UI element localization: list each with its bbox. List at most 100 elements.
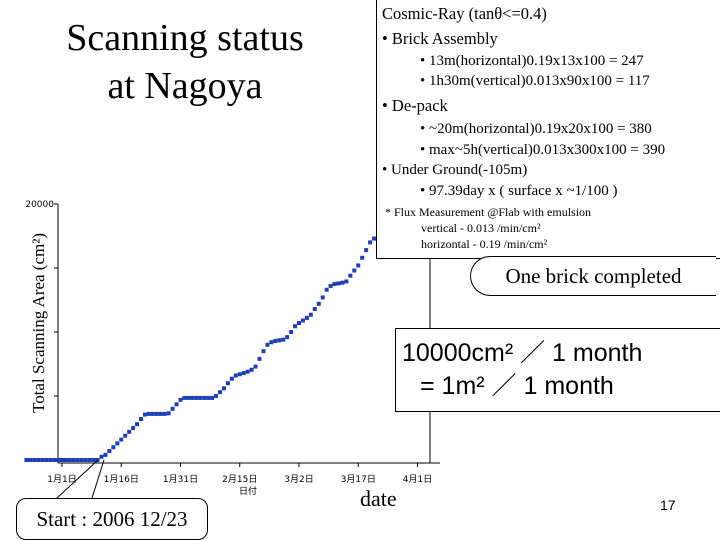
- data-point: [71, 458, 76, 462]
- data-point: [340, 280, 345, 285]
- info-flux-horizontal: horizontal - 0.19 /min/cm²: [421, 237, 548, 251]
- data-point: [352, 268, 357, 273]
- data-point: [324, 287, 329, 292]
- data-point: [79, 458, 84, 462]
- data-point: [221, 386, 226, 391]
- data-point: [237, 372, 242, 377]
- data-point: [285, 335, 290, 340]
- data-point: [158, 411, 163, 416]
- start-pointer-line-left: [56, 459, 99, 499]
- data-point: [241, 370, 246, 375]
- data-point: [281, 337, 286, 342]
- y-tick-label: 20000: [25, 200, 54, 210]
- data-point: [178, 397, 183, 402]
- data-point: [245, 369, 250, 374]
- data-point: [139, 417, 143, 422]
- x-tick-label: 3月2日: [284, 474, 313, 485]
- data-point: [253, 364, 258, 369]
- start-date-callout: Start : 2006 12/23: [16, 498, 208, 540]
- data-point: [210, 395, 215, 400]
- data-point: [273, 338, 278, 343]
- data-point: [316, 301, 321, 306]
- data-point: [206, 395, 211, 400]
- data-point: [356, 263, 361, 268]
- info-brick-horizontal: • 13m(horizontal)0.19x13x100 = 247: [420, 53, 644, 69]
- data-point: [182, 395, 187, 400]
- data-point: [154, 411, 159, 416]
- data-point: [320, 295, 325, 300]
- info-flux-vertical: vertical - 0.013 /min/cm²: [421, 221, 541, 235]
- data-point: [40, 458, 45, 462]
- data-point: [170, 406, 175, 411]
- data-point: [135, 422, 140, 427]
- info-brick-vertical: • 1h30m(vertical)0.013x90x100 = 117: [420, 73, 650, 89]
- data-point: [174, 402, 179, 407]
- page-number: 17: [660, 497, 676, 513]
- info-cosmic-ray: Cosmic-Ray (tanθ<=0.4): [382, 4, 547, 23]
- data-point: [107, 449, 112, 454]
- data-point: [131, 426, 136, 430]
- data-point: [308, 312, 313, 317]
- data-point: [289, 330, 294, 334]
- data-point: [91, 458, 96, 462]
- data-point: [56, 458, 61, 462]
- data-point: [119, 437, 124, 442]
- scanning-area-chart: 20000 1月1日 1月16日 1月31日 2月15日 3月2日 3月17日 4月1日 日…: [0, 190, 440, 500]
- data-point: [249, 367, 254, 372]
- data-point: [293, 324, 298, 329]
- info-underground: • Under Ground(-105m): [382, 162, 528, 178]
- title-line-1: Scanning status: [66, 17, 304, 59]
- data-point: [123, 433, 128, 438]
- brick-completed-callout: One brick completed: [470, 256, 716, 296]
- data-point: [277, 338, 282, 343]
- data-point: [67, 458, 72, 462]
- data-point: [52, 458, 57, 462]
- scan-rate-line-1: 10000cm² ／ 1 month: [402, 339, 643, 367]
- data-point: [99, 454, 104, 459]
- data-point: [312, 306, 317, 311]
- data-point: [150, 411, 155, 416]
- data-point: [328, 283, 333, 288]
- data-point: [111, 445, 116, 450]
- data-point: [186, 395, 191, 400]
- scan-rate-line-2: = 1m² ／ 1 month: [420, 372, 614, 400]
- data-point: [32, 458, 37, 462]
- slide-title: Scanning status at Nagoya: [40, 14, 330, 110]
- data-point: [364, 248, 369, 253]
- info-panel: Cosmic-Ray (tanθ<=0.4) • Brick Assembly …: [376, 0, 720, 259]
- data-point: [202, 395, 207, 400]
- data-point: [194, 395, 199, 400]
- x-tick-label: 2月15日: [222, 474, 257, 485]
- data-point: [198, 395, 203, 400]
- title-line-2: at Nagoya: [107, 65, 263, 107]
- data-point: [344, 279, 349, 284]
- data-point: [166, 411, 171, 416]
- data-point: [48, 458, 53, 462]
- data-point: [257, 356, 262, 361]
- info-depack-vertical: • max~5h(vertical)0.013x300x100 = 390: [420, 142, 666, 158]
- info-depack: • De-pack: [382, 96, 448, 115]
- data-point: [60, 458, 64, 462]
- data-point: [229, 376, 234, 381]
- data-point: [336, 281, 341, 286]
- y-axis-label: Total Scanning Area (cm²): [29, 233, 48, 413]
- data-point: [24, 458, 29, 462]
- data-point: [348, 273, 353, 278]
- data-point: [225, 381, 230, 386]
- data-point: [63, 458, 68, 462]
- x-tick-label: 1月31日: [163, 474, 198, 485]
- start-pointer-line-right: [91, 459, 105, 499]
- x-axis-label: date: [360, 486, 397, 511]
- x-tick-label: 1月16日: [104, 474, 139, 485]
- data-point: [265, 342, 270, 347]
- x-axis-title: 日付: [239, 486, 257, 497]
- data-point: [44, 458, 49, 462]
- data-point: [368, 240, 373, 245]
- data-point: [190, 395, 195, 400]
- data-point: [332, 282, 337, 286]
- data-point: [214, 394, 219, 398]
- data-point: [146, 411, 151, 416]
- data-point: [233, 373, 238, 378]
- data-point: [261, 349, 266, 354]
- data-point: [162, 411, 167, 416]
